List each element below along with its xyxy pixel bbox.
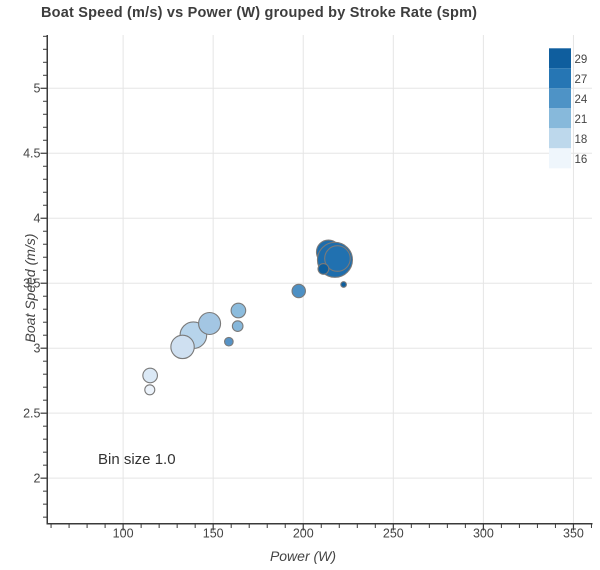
x-tick-label: 350 [563, 527, 584, 541]
colorbar-legend: 29 27 24 21 18 16 [549, 48, 588, 169]
y-tick-label: 3 [34, 342, 41, 356]
data-point[interactable] [170, 334, 195, 360]
legend-label: 16 [575, 154, 588, 166]
legend-label: 27 [575, 74, 588, 86]
data-point[interactable] [317, 262, 330, 275]
x-tick-label: 250 [383, 527, 404, 541]
data-point[interactable] [231, 320, 244, 332]
data-points [142, 239, 354, 396]
y-tick-label: 4.5 [23, 147, 40, 161]
x-tick-label: 100 [113, 527, 134, 541]
legend-swatch[interactable] [549, 148, 571, 169]
y-tick-label: 5 [34, 82, 41, 96]
data-point[interactable] [324, 245, 351, 272]
legend-swatch[interactable] [549, 48, 571, 69]
data-point[interactable] [144, 384, 156, 396]
legend-swatch[interactable] [549, 68, 571, 89]
annotation-bin-size: Bin size 1.0 [98, 451, 176, 468]
legend-swatch[interactable] [549, 88, 571, 109]
chart-title: Boat Speed (m/s) vs Power (W) grouped by… [41, 5, 478, 21]
data-point[interactable] [291, 283, 306, 299]
x-axis-title: Power (W) [270, 548, 336, 564]
gridlines [48, 35, 592, 523]
data-point[interactable] [224, 336, 234, 347]
y-tick-label: 2.5 [23, 406, 40, 420]
legend-label: 24 [575, 94, 588, 106]
legend-label: 21 [575, 114, 588, 126]
y-tick-label: 2 [34, 471, 41, 485]
legend-label: 29 [575, 54, 588, 66]
y-tick-label: 3.5 [23, 277, 40, 291]
legend-swatch[interactable] [549, 108, 571, 129]
tick-labels: 100 150 200 250 300 350 5 4.5 4 3.5 3 2.5 2 [23, 82, 584, 541]
x-tick-label: 200 [293, 527, 314, 541]
legend-label: 18 [575, 134, 588, 146]
data-point[interactable] [198, 311, 222, 336]
axes [40, 35, 593, 531]
legend-swatch[interactable] [549, 128, 571, 149]
x-tick-label: 300 [473, 527, 494, 541]
y-axis-title: Boat Speed (m/s) [22, 234, 38, 343]
data-point[interactable] [340, 281, 347, 288]
x-tick-label: 150 [203, 527, 224, 541]
data-point[interactable] [230, 302, 247, 319]
data-point[interactable] [142, 367, 158, 384]
y-tick-label: 4 [34, 212, 41, 226]
